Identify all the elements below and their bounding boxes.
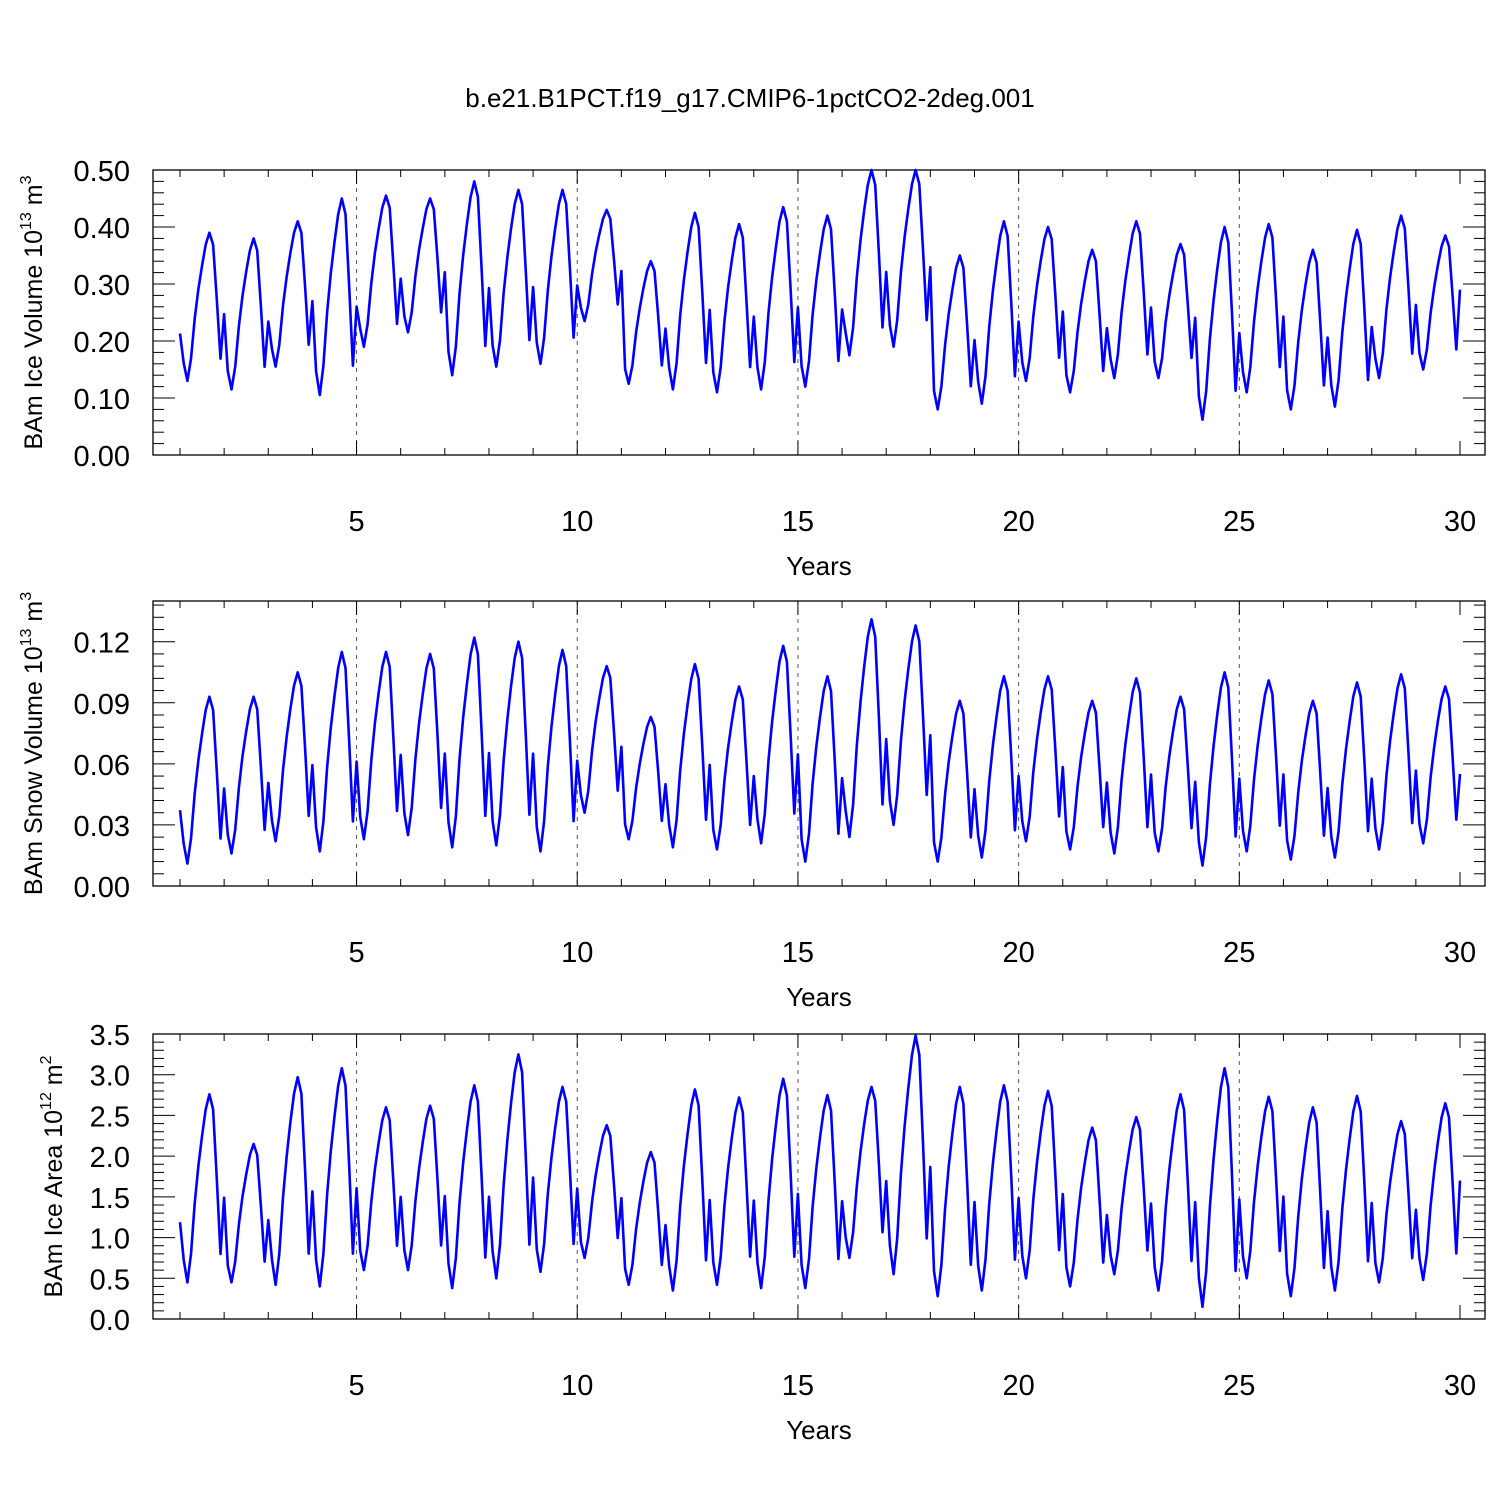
- y-axis-label-exponent: 12: [38, 1092, 55, 1110]
- y-tick-label: 0.20: [74, 327, 130, 359]
- plot-frame: [152, 1033, 1486, 1320]
- x-tick-label: 5: [348, 937, 364, 969]
- y-axis-label-main: BAm Ice Area 10: [40, 1110, 68, 1298]
- y-tick-label: 0.09: [74, 689, 130, 721]
- y-axis-label-main: BAm Ice Volume 10: [20, 230, 48, 450]
- x-tick-label: 20: [1002, 937, 1034, 969]
- y-tick-label: 1.0: [90, 1224, 130, 1256]
- x-tick-label: 20: [1002, 1370, 1034, 1402]
- y-axis-label: BAm Snow Volume 1013 m3: [18, 592, 48, 895]
- y-axis-label-exponent: 13: [18, 628, 35, 646]
- x-tick-label: 25: [1223, 1370, 1255, 1402]
- y-tick-label: 3.0: [90, 1061, 130, 1093]
- y-tick-label: 3.5: [90, 1020, 130, 1052]
- y-tick-label: 2.0: [90, 1142, 130, 1174]
- x-axis-label: Years: [786, 982, 852, 1012]
- x-tick-label: 5: [348, 506, 364, 538]
- x-tick-label: 25: [1223, 937, 1255, 969]
- y-tick-label: 0.00: [74, 441, 130, 473]
- x-axis-label: Years: [786, 1415, 852, 1445]
- y-tick-label: 0.12: [74, 628, 130, 660]
- y-axis-label-unit: m: [20, 601, 48, 629]
- x-tick-label: 10: [561, 506, 593, 538]
- series-line: [178, 168, 1462, 421]
- y-tick-label: 0.00: [74, 872, 130, 904]
- y-tick-label: 0.50: [74, 156, 130, 188]
- y-tick-label: 0.06: [74, 750, 130, 782]
- x-tick-label: 30: [1444, 506, 1476, 538]
- plot-frame: [152, 169, 1486, 456]
- plot-frame: [152, 600, 1486, 887]
- y-tick-label: 0.0: [90, 1305, 130, 1337]
- y-axis-label: BAm Ice Area 1012 m2: [38, 1055, 68, 1297]
- y-axis-label-exponent: 13: [18, 212, 35, 230]
- y-tick-label: 0.03: [74, 811, 130, 843]
- panel-1: 5 10 15 20 25 30 Years 0.00 0.10 0.20 0.30 0.40 0.50…: [18, 156, 1486, 581]
- y-axis-label-unit-exponent: 3: [18, 592, 35, 601]
- series-line: [178, 618, 1462, 867]
- y-axis-label-main: BAm Snow Volume 10: [20, 646, 48, 895]
- x-tick-label: 25: [1223, 506, 1255, 538]
- series-line: [178, 1034, 1462, 1309]
- x-tick-label: 15: [782, 1370, 814, 1402]
- panel-3: 5 10 15 20 25 30 Years 0.0 0.5 1.0 1.5 2.0 2.5 3.0 3.5…: [38, 1020, 1486, 1445]
- x-tick-label: 20: [1002, 506, 1034, 538]
- x-tick-label: 10: [561, 1370, 593, 1402]
- x-tick-label: 5: [348, 1370, 364, 1402]
- x-tick-label: 15: [782, 506, 814, 538]
- y-axis-label-unit-exponent: 2: [38, 1055, 55, 1064]
- y-axis-label: BAm Ice Volume 1013 m3: [18, 175, 48, 449]
- x-tick-label: 30: [1444, 1370, 1476, 1402]
- panels: 5 10 15 20 25 30Years0.000.100.200.300.400.50…: [18, 156, 1486, 1445]
- x-tick-label: 10: [561, 937, 593, 969]
- x-tick-label: 15: [782, 937, 814, 969]
- x-axis-label: Years: [786, 551, 852, 581]
- y-tick-label: 0.30: [74, 270, 130, 302]
- y-tick-label: 0.5: [90, 1264, 130, 1296]
- x-tick-label: 30: [1444, 937, 1476, 969]
- y-axis-label-unit: m: [20, 184, 48, 212]
- y-axis-label-unit: m: [40, 1064, 68, 1092]
- y-tick-label: 0.40: [74, 213, 130, 245]
- figure-title: b.e21.B1PCT.f19_g17.CMIP6-1pctCO2-2deg.0…: [465, 83, 1034, 113]
- panel-2: 5 10 15 20 25 30 Years 0.00 0.03 0.06 0.09 0.12 BAm …: [18, 592, 1486, 1012]
- y-tick-label: 2.5: [90, 1101, 130, 1133]
- y-tick-label: 1.5: [90, 1183, 130, 1215]
- y-tick-label: 0.10: [74, 384, 130, 416]
- y-axis-label-unit-exponent: 3: [18, 175, 35, 184]
